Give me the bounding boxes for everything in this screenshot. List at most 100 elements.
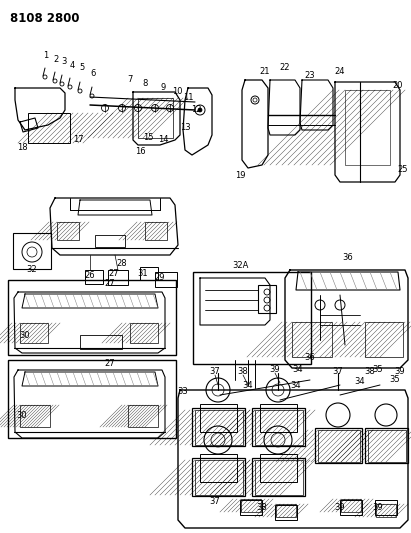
- Text: 39: 39: [395, 367, 405, 376]
- Bar: [258, 285, 276, 313]
- Bar: [138, 98, 173, 138]
- Bar: [193, 272, 311, 364]
- Bar: [145, 222, 167, 240]
- Text: 39: 39: [335, 503, 345, 512]
- Bar: [375, 500, 397, 515]
- Text: 5: 5: [79, 63, 85, 72]
- Text: 9: 9: [160, 83, 166, 92]
- Bar: [108, 270, 128, 285]
- Text: 36: 36: [343, 254, 353, 262]
- Bar: [345, 90, 390, 165]
- Text: 37: 37: [210, 367, 220, 376]
- Text: 4: 4: [69, 61, 75, 69]
- Text: 8: 8: [142, 78, 148, 87]
- Bar: [340, 500, 362, 515]
- Text: 33: 33: [178, 387, 188, 397]
- Bar: [240, 500, 262, 515]
- Text: 18: 18: [17, 143, 27, 152]
- Text: 20: 20: [393, 80, 403, 90]
- Text: 39: 39: [270, 366, 280, 375]
- Bar: [200, 404, 237, 432]
- Bar: [292, 322, 332, 357]
- Text: 7: 7: [127, 76, 133, 85]
- Text: 27: 27: [109, 269, 119, 278]
- Text: 16: 16: [135, 148, 145, 157]
- Text: 29: 29: [155, 273, 165, 282]
- Bar: [315, 428, 362, 463]
- Bar: [260, 404, 297, 432]
- Text: 3: 3: [61, 58, 67, 67]
- Text: 14: 14: [158, 135, 168, 144]
- Bar: [255, 460, 303, 495]
- Text: 37: 37: [210, 497, 220, 506]
- Text: 17: 17: [73, 135, 83, 144]
- Bar: [8, 360, 176, 438]
- Bar: [80, 335, 122, 349]
- Text: 22: 22: [280, 63, 290, 72]
- Bar: [260, 454, 297, 482]
- Text: 8108 2800: 8108 2800: [10, 12, 79, 25]
- Text: 38: 38: [238, 367, 248, 376]
- Text: 27: 27: [105, 359, 115, 367]
- Text: 30: 30: [20, 330, 30, 340]
- Text: 23: 23: [305, 70, 315, 79]
- Bar: [85, 270, 103, 284]
- Bar: [195, 460, 243, 495]
- Text: 13: 13: [180, 124, 190, 133]
- Text: 10: 10: [172, 87, 182, 96]
- Text: 36: 36: [305, 353, 315, 362]
- Text: 35: 35: [390, 376, 400, 384]
- Text: 28: 28: [117, 259, 127, 268]
- Bar: [13, 233, 51, 269]
- Text: 31: 31: [138, 269, 148, 278]
- Text: 15: 15: [143, 133, 153, 142]
- Text: 34: 34: [293, 366, 303, 375]
- Text: 34: 34: [291, 381, 301, 390]
- Text: 1: 1: [44, 52, 48, 61]
- Bar: [192, 458, 245, 496]
- Text: 25: 25: [398, 166, 408, 174]
- Bar: [365, 428, 408, 463]
- Bar: [252, 408, 305, 446]
- Bar: [57, 222, 79, 240]
- Bar: [368, 430, 406, 462]
- Text: 32: 32: [27, 265, 37, 274]
- Bar: [365, 322, 403, 357]
- Bar: [192, 408, 245, 446]
- Circle shape: [198, 108, 202, 112]
- Text: 38: 38: [256, 503, 268, 512]
- Text: 39: 39: [373, 503, 383, 512]
- Bar: [195, 410, 243, 445]
- Bar: [140, 267, 158, 280]
- Text: 24: 24: [335, 68, 345, 77]
- Bar: [8, 280, 176, 355]
- Bar: [318, 430, 360, 462]
- Text: 2: 2: [53, 54, 59, 63]
- Bar: [252, 458, 305, 496]
- Bar: [128, 405, 158, 427]
- Bar: [130, 323, 158, 343]
- Bar: [276, 504, 296, 517]
- Bar: [341, 499, 361, 512]
- Text: 19: 19: [235, 171, 245, 180]
- Text: 30: 30: [17, 410, 27, 419]
- Bar: [241, 499, 261, 512]
- Text: 27: 27: [105, 279, 115, 288]
- Bar: [155, 272, 177, 287]
- Text: 11: 11: [183, 93, 193, 102]
- Text: 21: 21: [260, 68, 270, 77]
- Text: 6: 6: [90, 69, 96, 77]
- Bar: [275, 505, 297, 520]
- Text: 26: 26: [85, 271, 95, 279]
- Text: 32A: 32A: [232, 261, 248, 270]
- Text: 34: 34: [242, 381, 253, 390]
- Bar: [95, 235, 125, 247]
- Text: 38: 38: [365, 367, 375, 376]
- Bar: [376, 504, 396, 517]
- Text: 37: 37: [332, 367, 343, 376]
- Bar: [200, 454, 237, 482]
- Bar: [20, 405, 50, 427]
- Text: 12: 12: [191, 106, 201, 115]
- Bar: [28, 113, 70, 143]
- Bar: [255, 410, 303, 445]
